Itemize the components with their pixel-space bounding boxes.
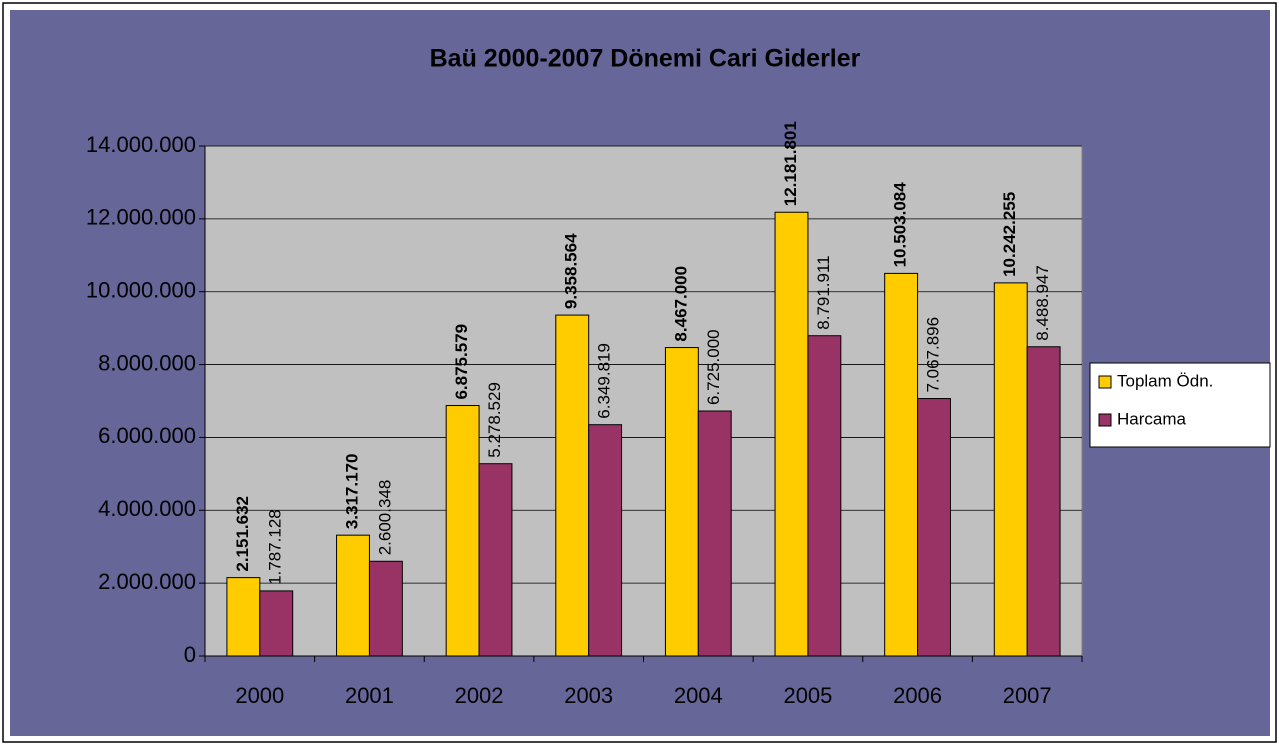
data-label: 7.067.896 — [923, 317, 942, 393]
data-label: 1.787.128 — [266, 509, 285, 585]
bar — [1026, 346, 1061, 657]
legend-label: Toplam Ödn. — [1117, 371, 1213, 390]
data-label: 10.503.084 — [891, 182, 910, 268]
legend-swatch — [1098, 413, 1112, 427]
bar — [555, 314, 590, 657]
data-label: 5.278.529 — [485, 382, 504, 458]
data-label: 2.151.632 — [233, 496, 252, 572]
y-tick-label: 8.000.000 — [98, 350, 196, 375]
data-label: 6.725.000 — [704, 329, 723, 405]
data-label: 10.242.255 — [1000, 192, 1019, 277]
bar — [226, 577, 261, 657]
bar — [664, 347, 699, 657]
data-label: 6.875.579 — [452, 324, 471, 400]
legend-label: Harcama — [1117, 409, 1187, 428]
x-tick-label: 2006 — [893, 683, 942, 708]
bar — [588, 424, 623, 657]
bar — [259, 590, 294, 657]
x-tick-label: 2001 — [345, 683, 394, 708]
bar — [917, 398, 951, 657]
bar — [445, 405, 480, 657]
data-label: 9.358.564 — [562, 233, 581, 309]
bar — [336, 534, 370, 657]
bar — [697, 410, 732, 657]
bar — [807, 335, 842, 657]
bar — [368, 560, 403, 657]
data-label: 8.488.947 — [1033, 265, 1052, 341]
bar — [884, 272, 919, 657]
legend-box — [1089, 362, 1271, 448]
y-tick-label: 10.000.000 — [86, 278, 196, 303]
legend-swatch — [1098, 375, 1112, 389]
data-label: 3.317.170 — [342, 454, 361, 530]
x-tick-label: 2002 — [455, 683, 504, 708]
data-label: 6.349.819 — [595, 343, 614, 419]
bar — [774, 211, 809, 657]
data-label: 12.181.801 — [781, 121, 800, 206]
y-tick-label: 14.000.000 — [86, 132, 196, 157]
data-label: 2.600.348 — [375, 480, 394, 556]
y-tick-label: 2.000.000 — [98, 569, 196, 594]
bar — [478, 463, 513, 657]
bar — [993, 282, 1028, 657]
y-tick-label: 0 — [184, 642, 196, 667]
y-tick-label: 4.000.000 — [98, 496, 196, 521]
x-tick-label: 2003 — [564, 683, 613, 708]
y-tick-label: 12.000.000 — [86, 205, 196, 230]
data-label: 8.791.911 — [814, 255, 833, 329]
chart-title: Baü 2000-2007 Dönemi Cari Giderler — [430, 45, 861, 73]
x-tick-label: 2004 — [674, 683, 723, 708]
y-tick-label: 6.000.000 — [98, 423, 196, 448]
x-tick-label: 2007 — [1003, 683, 1052, 708]
data-label: 8.467.000 — [671, 266, 690, 342]
x-tick-label: 2000 — [235, 683, 284, 708]
x-tick-label: 2005 — [783, 683, 832, 708]
